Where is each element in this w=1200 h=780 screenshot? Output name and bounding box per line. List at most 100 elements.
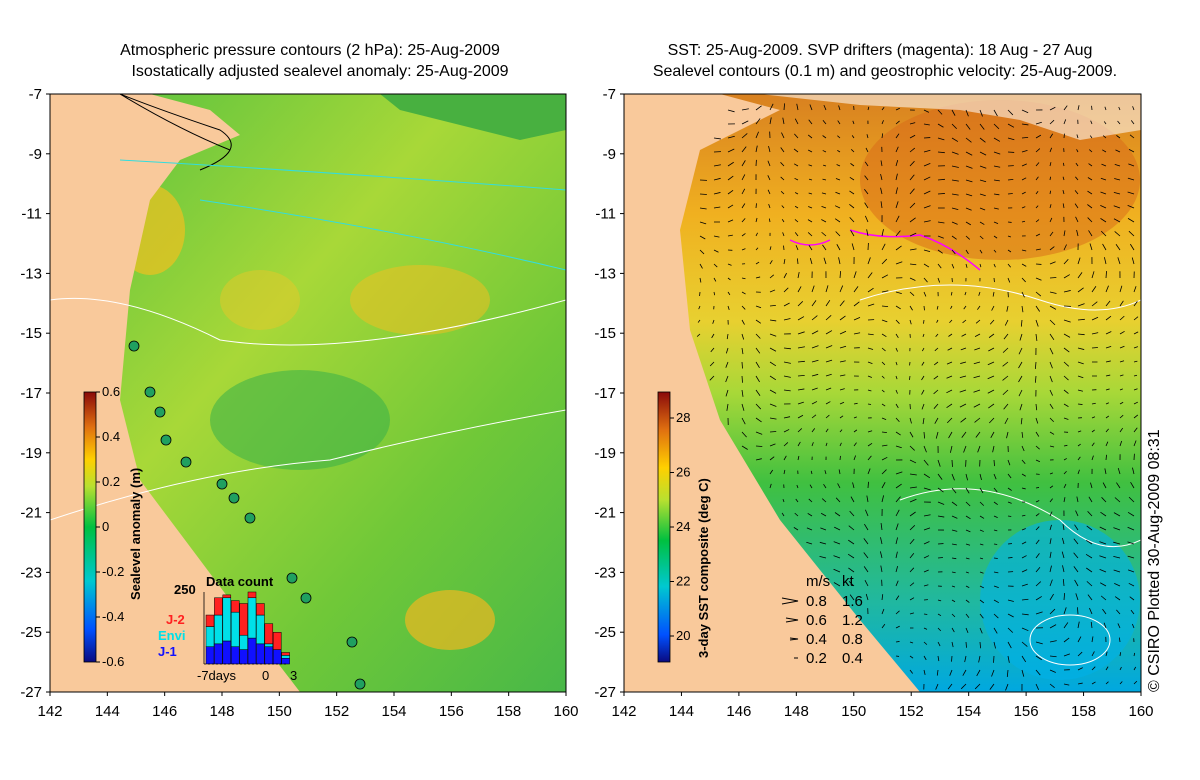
velocity-arrow (1133, 440, 1137, 447)
velocity-arrow (1091, 636, 1094, 643)
velocity-arrow (1063, 361, 1070, 367)
velocity-arrow (1127, 569, 1135, 573)
velocity-arrow (946, 389, 953, 394)
velocity-arrow (755, 145, 758, 153)
velocity-arrow (947, 683, 953, 690)
colorbar-tick-label: 22 (676, 574, 690, 589)
velocity-arrow (865, 593, 869, 601)
velocity-arrow (848, 539, 855, 545)
data-count-bar-j2 (264, 623, 274, 645)
velocity-arrow (1100, 177, 1107, 181)
velocity-arrow (741, 361, 743, 369)
velocity-arrow (1104, 468, 1107, 475)
velocity-arrow (823, 257, 827, 265)
velocity-arrow (1035, 305, 1040, 312)
velocity-arrow (1074, 190, 1079, 195)
velocity-arrow (963, 445, 967, 453)
velocity-arrow (1021, 136, 1029, 139)
velocity-arrow (909, 291, 915, 296)
velocity-arrow (965, 249, 969, 255)
velocity-arrow (1018, 375, 1023, 383)
velocity-arrow (1049, 162, 1052, 167)
velocity-arrow (866, 229, 869, 237)
velocity-arrow (807, 232, 813, 237)
velocity-arrow (909, 147, 916, 153)
velocity-arrow (741, 319, 745, 325)
velocity-arrow (850, 496, 855, 503)
velocity-arrow (1102, 608, 1107, 615)
velocity-arrow (1062, 579, 1065, 587)
left-latitude-axis: -7 -9 -11 -13 -15 -17 -19 -21 -23 -25 -27 (20, 86, 50, 701)
velocity-legend-ms: 0.2 (806, 650, 827, 667)
lon-tick-label: 158 (496, 703, 521, 720)
velocity-arrow (975, 319, 981, 324)
velocity-arrow (741, 305, 746, 310)
velocity-arrow (741, 291, 746, 295)
velocity-arrow (895, 305, 901, 310)
velocity-legend-kt: 0.8 (842, 631, 863, 648)
velocity-arrow (808, 164, 813, 167)
velocity-arrow (1076, 496, 1079, 503)
velocity-arrow (849, 176, 855, 181)
velocity-arrow (1021, 459, 1026, 464)
velocity-arrow (909, 459, 917, 464)
lon-tick-label: 156 (1014, 703, 1039, 720)
velocity-arrow (923, 249, 931, 253)
velocity-arrow (965, 487, 970, 494)
velocity-arrow (936, 669, 939, 676)
velocity-arrow (821, 498, 827, 503)
velocity-arrow (1035, 176, 1039, 181)
colorbar-tick-label: -0.2 (102, 564, 124, 579)
velocity-arrow (755, 417, 762, 423)
velocity-arrow (965, 613, 970, 618)
velocity-arrow (993, 641, 996, 649)
velocity-arrow (1073, 552, 1079, 559)
velocity-arrow (698, 305, 701, 310)
velocity-arrow (1075, 593, 1079, 601)
velocity-arrow (987, 361, 995, 366)
velocity-arrow (895, 159, 899, 167)
velocity-arrow (948, 333, 953, 337)
velocity-arrow (909, 567, 915, 573)
velocity-arrow (1105, 454, 1107, 461)
velocity-arrow (783, 429, 790, 433)
velocity-arrow (1021, 206, 1026, 209)
colorbar-tick-label: -0.6 (102, 654, 124, 669)
velocity-arrow (741, 277, 746, 280)
velocity-arrow (1049, 133, 1054, 139)
velocity-arrow (741, 108, 749, 111)
velocity-arrow (808, 119, 813, 125)
velocity-arrow (1007, 655, 1010, 663)
velocity-arrow (781, 512, 785, 517)
velocity-arrow (1007, 613, 1014, 618)
velocity-arrow (1077, 667, 1083, 671)
lat-tick-label: -9 (29, 146, 42, 163)
velocity-arrow (922, 333, 925, 338)
velocity-arrow (1127, 177, 1135, 181)
data-count-inset: Data count 250 -7days 0 3 J-2 Envi J-1 (158, 574, 297, 683)
velocity-arrow (1089, 243, 1093, 251)
data-count-bar-j1 (256, 643, 265, 665)
velocity-arrow (1100, 595, 1107, 601)
velocity-arrow (811, 315, 818, 321)
velocity-arrow (811, 300, 817, 307)
velocity-arrow (1104, 106, 1107, 111)
velocity-arrow (1119, 427, 1124, 433)
velocity-arrow (825, 428, 829, 433)
lat-tick-label: -19 (594, 445, 616, 462)
velocity-arrow (1088, 496, 1093, 503)
velocity-arrow (881, 133, 884, 139)
velocity-arrow (881, 456, 888, 461)
velocity-arrow (1063, 403, 1069, 407)
velocity-arrow (783, 389, 791, 392)
velocity-arrow (767, 189, 771, 195)
colorbar-tick-label: 0.6 (102, 384, 120, 399)
velocity-arrow (741, 333, 745, 340)
velocity-arrow (807, 513, 813, 517)
velocity-arrow (923, 541, 930, 545)
velocity-arrow (727, 109, 735, 113)
velocity-arrow (881, 469, 887, 475)
velocity-arrow (1035, 641, 1043, 645)
velocity-arrow (1035, 403, 1038, 411)
velocity-arrow (979, 529, 984, 532)
